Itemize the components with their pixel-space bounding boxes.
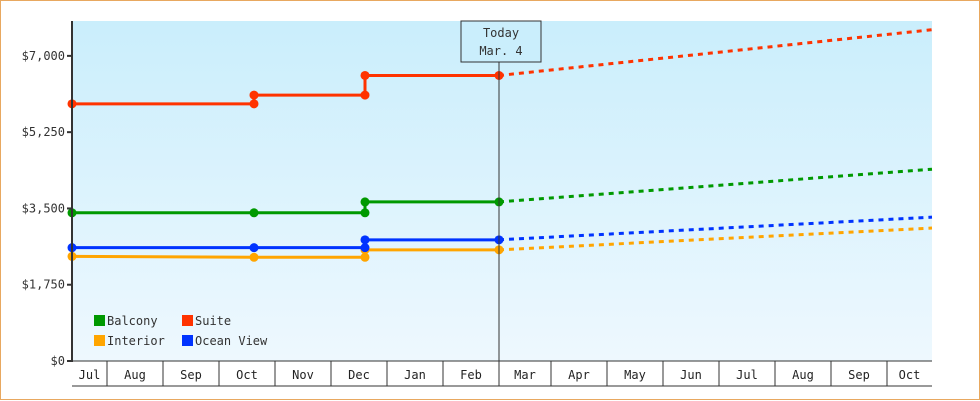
data-point[interactable] [360,208,370,218]
x-tick-label: Aug [792,368,814,382]
y-tick-label: $3,500 [22,201,65,215]
x-tick-label: Jan [404,368,426,382]
y-tick-label: $5,250 [22,125,65,139]
legend-swatch [94,315,105,326]
legend-item-ocean-view[interactable]: Ocean View [182,334,268,348]
data-point[interactable] [249,243,259,253]
today-box [460,20,542,63]
x-tick-label: Oct [899,368,921,382]
x-tick-label: May [624,368,646,382]
x-tick-label: Mar [514,368,536,382]
legend: Balcony Suite Interior Ocean View [94,314,268,348]
data-point[interactable] [360,70,370,80]
projected-line [498,215,933,242]
data-point[interactable] [249,208,259,218]
x-tick-label: Jun [680,368,702,382]
x-tick-label: Oct [236,368,258,382]
legend-swatch [182,315,193,326]
legend-item-suite[interactable]: Suite [182,314,231,328]
projected-line [498,226,933,252]
y-tick-label: $0 [51,354,65,368]
data-point[interactable] [360,235,370,245]
legend-item-interior[interactable]: Interior [94,334,165,348]
today-label: Today [483,26,519,40]
projected-line [498,167,933,204]
x-tick-label: Dec [348,368,370,382]
axes: $0 $1,750 $3,500 $5,250 $7,000 Jul Aug Sep Oct No… [22,21,932,387]
data-point[interactable] [360,252,370,262]
legend-swatch [182,335,193,346]
y-tick-label: $7,000 [22,49,65,63]
legend-item-balcony[interactable]: Balcony [94,314,158,328]
projected-line [498,28,933,77]
legend-swatch [94,335,105,346]
data-point[interactable] [360,243,370,253]
historical-line [72,73,499,106]
today-marker: Today Mar. 4 [460,20,542,361]
data-point[interactable] [360,90,370,100]
today-date: Mar. 4 [479,44,522,58]
legend-label: Ocean View [195,334,268,348]
legend-label: Balcony [107,314,158,328]
legend-label: Suite [195,314,231,328]
x-tick-label: Jul [736,368,758,382]
x-tick-label: Apr [568,368,590,382]
series-ocean-view [67,215,933,253]
plot-area [72,21,932,361]
x-tick-label: Feb [460,368,482,382]
data-point[interactable] [249,90,259,100]
x-tick-label: Sep [848,368,870,382]
legend-label: Interior [107,334,165,348]
data-point[interactable] [360,197,370,207]
y-tick-label: $1,750 [22,278,65,292]
x-tick-label: Jul [79,368,101,382]
x-tick-label: Sep [180,368,202,382]
series-balcony [67,167,933,218]
x-tick-label: Nov [292,368,314,382]
x-tick-label: Aug [124,368,146,382]
data-point[interactable] [249,99,259,109]
data-point[interactable] [249,252,259,262]
